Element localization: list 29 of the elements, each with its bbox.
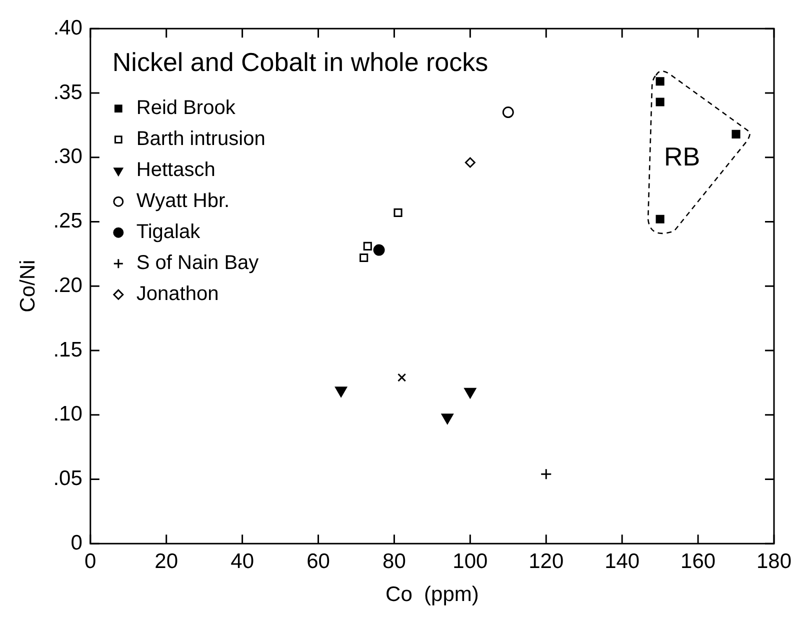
- legend-label: Jonathon: [136, 283, 219, 306]
- legend-label: Wyatt Hbr.: [136, 190, 230, 212]
- y-tick-label: .35: [53, 80, 82, 104]
- x-tick-label: 20: [154, 550, 178, 573]
- x-tick-label: 160: [680, 550, 716, 573]
- legend-label: Tigalak: [136, 221, 202, 244]
- y-tick-label: .40: [53, 16, 82, 40]
- x-tick-label: 60: [306, 550, 330, 573]
- legend-label: Barth intrusion: [136, 128, 266, 150]
- x-tick-label: 100: [452, 550, 488, 573]
- x-tick-label: 180: [756, 550, 792, 573]
- y-tick-label: .15: [53, 338, 82, 362]
- y-tick-label: .05: [53, 467, 82, 490]
- y-tick-label: .30: [53, 145, 82, 168]
- x-tick-label: 80: [382, 550, 406, 573]
- y-tick-label: .25: [53, 210, 82, 233]
- x-tick-label: 40: [230, 550, 254, 573]
- legend-label: Reid Brook: [136, 97, 236, 120]
- legend-label: S of Nain Bay: [136, 252, 259, 274]
- y-tick-label: .10: [53, 402, 82, 426]
- annotation: RB: [664, 141, 700, 172]
- legend-label: Hettasch: [136, 159, 216, 182]
- y-axis-title: Co/Ni: [16, 260, 40, 312]
- x-axis-title: Co (ppm): [386, 583, 479, 606]
- y-tick-label: 0: [70, 531, 82, 554]
- x-tick-label: 120: [528, 550, 564, 573]
- text: Nickel and Cobalt in whole rocks: [112, 46, 488, 77]
- x-tick-label: 140: [604, 550, 640, 573]
- y-tick-label: .20: [53, 274, 82, 297]
